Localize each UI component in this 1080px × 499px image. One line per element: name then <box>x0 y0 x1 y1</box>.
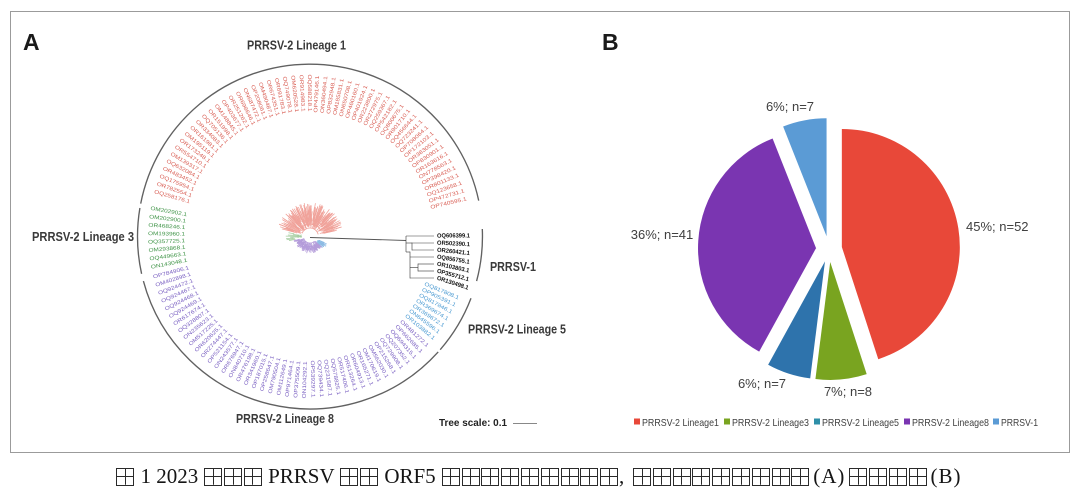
svg-text:OQ357725.1: OQ357725.1 <box>148 238 185 245</box>
svg-text:6%; n=7: 6%; n=7 <box>738 376 786 391</box>
svg-text:OR914983.1: OR914983.1 <box>298 75 306 112</box>
svg-text:OQ739434.1: OQ739434.1 <box>316 360 325 397</box>
svg-text:OP479146.1: OP479146.1 <box>313 75 321 112</box>
svg-text:PRRSV-2 Lineage 5: PRRSV-2 Lineage 5 <box>468 323 566 337</box>
svg-text:6%; n=7: 6%; n=7 <box>766 99 814 114</box>
svg-text:PRRSV-2 Lineage8: PRRSV-2 Lineage8 <box>912 417 989 429</box>
svg-text:OQ606399.1: OQ606399.1 <box>437 233 471 239</box>
svg-text:7%; n=8: 7%; n=8 <box>824 384 872 399</box>
svg-text:PRRSV-2 Lineage3: PRRSV-2 Lineage3 <box>732 417 809 429</box>
svg-text:ON104292.1: ON104292.1 <box>302 361 309 398</box>
svg-text:PRRSV-2 Lineage 3: PRRSV-2 Lineage 3 <box>32 230 134 244</box>
svg-text:OM202900.1: OM202900.1 <box>149 214 187 224</box>
svg-text:45%; n=52: 45%; n=52 <box>966 219 1029 234</box>
svg-text:A: A <box>23 29 40 55</box>
svg-text:36%; n=41: 36%; n=41 <box>631 227 694 242</box>
svg-text:PRRSV-1: PRRSV-1 <box>490 260 536 274</box>
svg-text:OP539297.1: OP539297.1 <box>309 360 316 397</box>
svg-text:OQ449663.1: OQ449663.1 <box>149 251 187 262</box>
svg-text:ON360494.1: ON360494.1 <box>320 76 330 113</box>
svg-text:OP375509.1: OP375509.1 <box>293 361 302 398</box>
svg-text:PRRSV-1: PRRSV-1 <box>1001 417 1038 429</box>
svg-text:OQ588218.1: OQ588218.1 <box>306 74 312 111</box>
svg-text:PRRSV-2 Lineage 8: PRRSV-2 Lineage 8 <box>236 412 334 426</box>
svg-text:OR468246.1: OR468246.1 <box>148 223 185 232</box>
svg-text:OM293868.1: OM293868.1 <box>148 245 185 254</box>
svg-text:PRRSV-2 Lineage5: PRRSV-2 Lineage5 <box>822 417 899 429</box>
svg-text:Tree scale: 0.1: Tree scale: 0.1 <box>439 417 507 429</box>
svg-text:OP832948.1: OP832948.1 <box>326 77 337 115</box>
svg-text:OQ231587.1: OQ231587.1 <box>322 359 333 397</box>
svg-text:PRRSV-2 Lineage 1: PRRSV-2 Lineage 1 <box>247 39 346 53</box>
svg-text:OQ749078.1: OQ749078.1 <box>281 76 293 114</box>
svg-text:OQ856755.1: OQ856755.1 <box>436 255 470 266</box>
svg-text:OM620528.1: OM620528.1 <box>289 75 299 112</box>
svg-text:OM193960.1: OM193960.1 <box>148 231 185 238</box>
svg-text:PRRSV-2 Lineage1: PRRSV-2 Lineage1 <box>642 417 719 429</box>
svg-text:OR260421.1: OR260421.1 <box>437 248 471 258</box>
svg-text:OP971464.1: OP971464.1 <box>285 360 296 398</box>
svg-text:B: B <box>602 29 619 55</box>
svg-text:OR502390.1: OR502390.1 <box>437 241 471 249</box>
